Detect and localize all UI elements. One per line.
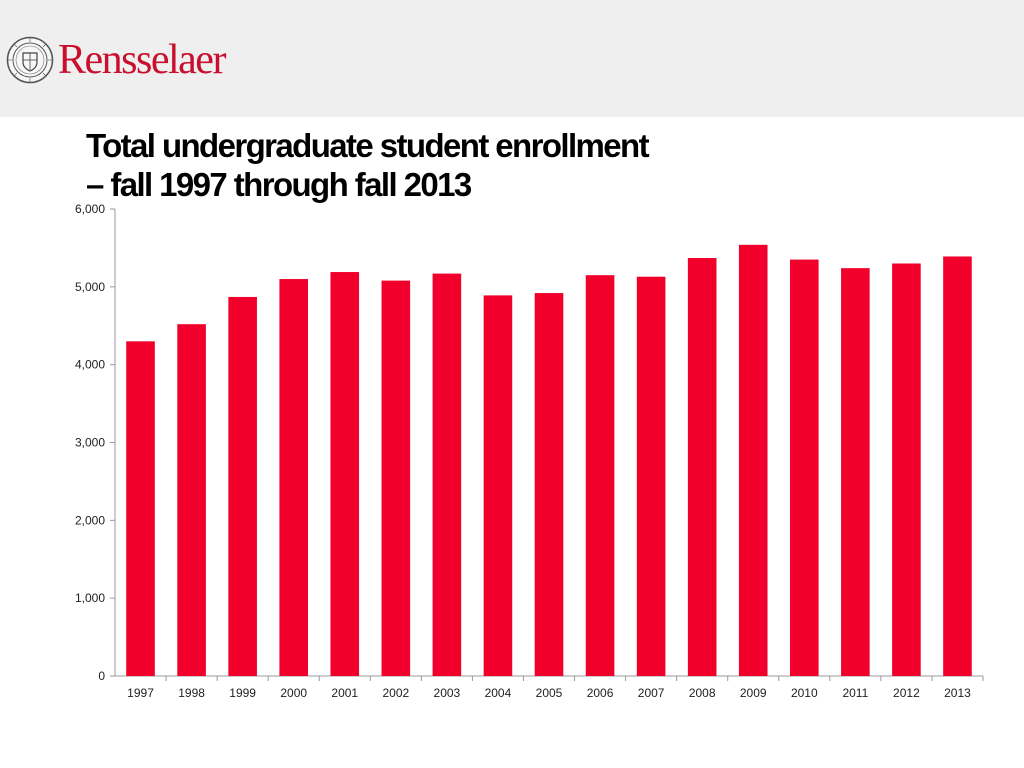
- y-tick-label: 3,000: [75, 436, 105, 450]
- bar-2004: [483, 295, 513, 676]
- bar-2008: [687, 258, 717, 676]
- bar-2012: [892, 263, 921, 676]
- x-tick-label: 2007: [638, 686, 665, 700]
- y-tick-label: 5,000: [75, 280, 105, 294]
- rensselaer-logo: Rensselaer: [6, 34, 226, 86]
- slide-title: Total undergraduate student enrollment –…: [86, 126, 986, 204]
- x-tick-label: 2013: [944, 686, 971, 700]
- x-tick-label: 2004: [485, 686, 512, 700]
- bar-2003: [432, 273, 462, 676]
- y-tick-label: 6,000: [75, 202, 105, 216]
- x-tick-label: 1998: [178, 686, 205, 700]
- x-tick-label: 2003: [434, 686, 461, 700]
- x-tick-label: 2006: [587, 686, 614, 700]
- brand-name: Rensselaer: [58, 37, 226, 83]
- bar-2000: [279, 279, 309, 676]
- y-tick-label: 1,000: [75, 591, 105, 605]
- x-tick-label: 2010: [791, 686, 818, 700]
- bar-2011: [841, 268, 870, 676]
- x-tick-label: 1997: [127, 686, 154, 700]
- bar-1999: [228, 296, 257, 676]
- x-tick-label: 2008: [689, 686, 716, 700]
- x-tick-label: 2009: [740, 686, 767, 700]
- bar-2007: [636, 276, 666, 676]
- bar-2005: [534, 293, 564, 676]
- rpi-seal-icon: [6, 36, 54, 84]
- x-tick-label: 2011: [842, 686, 868, 700]
- bar-2009: [738, 244, 768, 676]
- y-axis: 0 1,000 2,000 3,000 4,000 5,000 6,000: [75, 202, 116, 683]
- x-tick-label: 2012: [893, 686, 920, 700]
- bar-2006: [585, 275, 615, 676]
- slide-title-line-2: – fall 1997 through fall 2013: [86, 166, 472, 203]
- x-tick-label: 1999: [229, 686, 256, 700]
- bars: [126, 244, 972, 676]
- x-tick-label: 2005: [536, 686, 563, 700]
- bar-1997: [126, 341, 155, 676]
- x-tick-label: 2001: [331, 686, 358, 700]
- bar-1998: [177, 324, 206, 676]
- bar-2002: [381, 280, 411, 676]
- bar-2010: [789, 259, 819, 676]
- slide-title-line-1: Total undergraduate student enrollment: [86, 127, 650, 164]
- y-tick-label: 4,000: [75, 358, 105, 372]
- x-tick-label: 2000: [280, 686, 307, 700]
- x-axis: 1997 1998 1999 2000 2001 2002 2003 2004 2005 2006…: [115, 675, 984, 700]
- bar-2013: [943, 256, 972, 676]
- bar-2001: [330, 272, 360, 676]
- x-tick-label: 2002: [382, 686, 409, 700]
- header-band: Rensselaer: [0, 0, 1024, 117]
- y-tick-label: 2,000: [75, 513, 105, 527]
- y-tick-label: 0: [98, 669, 105, 683]
